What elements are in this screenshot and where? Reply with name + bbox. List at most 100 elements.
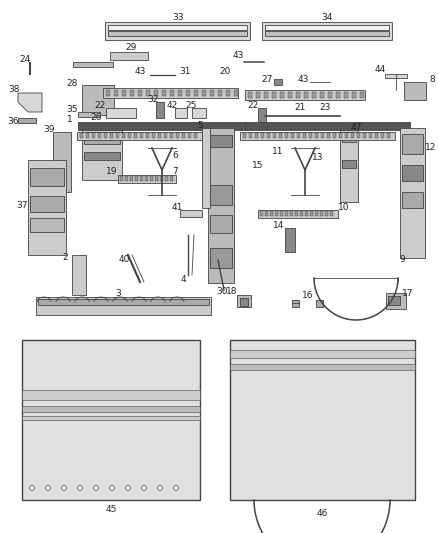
Bar xyxy=(22,340,200,500)
Text: 6: 6 xyxy=(172,150,178,159)
Bar xyxy=(22,340,200,500)
Text: 42: 42 xyxy=(166,101,178,109)
Bar xyxy=(375,133,378,138)
Bar xyxy=(86,133,89,138)
Bar xyxy=(165,176,168,181)
Bar xyxy=(182,133,185,138)
Bar xyxy=(130,176,133,181)
Text: 39: 39 xyxy=(43,125,55,133)
Circle shape xyxy=(173,486,179,490)
Bar xyxy=(202,128,210,208)
Bar xyxy=(110,52,148,60)
Circle shape xyxy=(158,486,162,490)
Bar xyxy=(285,228,295,252)
Bar xyxy=(274,79,282,85)
Bar xyxy=(114,90,118,96)
Bar xyxy=(125,176,128,181)
Text: 22: 22 xyxy=(247,101,258,109)
Bar xyxy=(53,132,71,192)
Bar xyxy=(106,108,136,118)
Bar xyxy=(345,133,348,138)
Bar xyxy=(30,168,64,186)
Text: 46: 46 xyxy=(316,510,328,519)
Bar xyxy=(150,176,153,181)
Bar xyxy=(265,31,389,36)
Bar xyxy=(363,133,366,138)
Bar xyxy=(186,90,190,96)
Text: 26: 26 xyxy=(90,114,102,123)
Bar xyxy=(226,90,230,96)
Bar xyxy=(258,210,338,218)
Text: 44: 44 xyxy=(374,66,385,75)
Bar xyxy=(128,133,131,138)
Text: 4: 4 xyxy=(180,276,186,285)
Bar xyxy=(234,90,238,96)
Bar xyxy=(158,133,161,138)
Bar xyxy=(339,133,342,138)
Bar xyxy=(152,133,155,138)
Bar xyxy=(351,133,354,138)
Bar xyxy=(245,90,365,100)
Bar xyxy=(402,192,423,208)
Bar xyxy=(321,133,324,138)
Text: 19: 19 xyxy=(106,167,118,176)
Bar xyxy=(273,133,276,138)
Bar xyxy=(135,176,138,181)
Bar xyxy=(22,406,200,412)
Bar xyxy=(264,92,268,98)
Bar xyxy=(108,25,247,30)
Text: 15: 15 xyxy=(252,160,264,169)
Text: 9: 9 xyxy=(399,255,405,264)
Bar xyxy=(122,133,125,138)
Bar xyxy=(344,92,348,98)
Text: 11: 11 xyxy=(272,148,284,157)
Bar xyxy=(292,300,299,307)
Bar xyxy=(28,160,66,255)
Text: 27: 27 xyxy=(261,76,273,85)
Bar xyxy=(145,176,148,181)
Text: 17: 17 xyxy=(402,288,414,297)
Bar xyxy=(82,130,122,180)
Bar xyxy=(218,90,222,96)
Bar xyxy=(156,102,164,118)
Bar xyxy=(122,90,126,96)
Bar xyxy=(360,92,364,98)
Bar xyxy=(38,299,209,305)
Circle shape xyxy=(46,486,50,490)
Bar xyxy=(118,175,176,183)
Bar xyxy=(116,133,119,138)
Text: 18: 18 xyxy=(226,287,238,296)
Text: 8: 8 xyxy=(429,76,435,85)
Bar xyxy=(267,133,270,138)
Bar xyxy=(194,90,198,96)
Bar xyxy=(30,218,64,232)
Bar xyxy=(134,133,137,138)
Text: 3: 3 xyxy=(115,288,121,297)
Bar xyxy=(210,215,232,233)
Bar xyxy=(342,132,356,142)
Bar xyxy=(388,296,400,305)
Bar xyxy=(73,62,113,67)
Bar xyxy=(82,85,114,115)
Bar xyxy=(303,133,306,138)
Bar xyxy=(105,22,250,40)
Text: 7: 7 xyxy=(172,167,178,176)
Circle shape xyxy=(126,486,131,490)
Bar xyxy=(84,152,120,160)
Polygon shape xyxy=(18,93,42,112)
Bar xyxy=(386,293,406,309)
Text: 43: 43 xyxy=(232,52,244,61)
Bar xyxy=(256,92,260,98)
Text: 41: 41 xyxy=(171,203,183,212)
Bar xyxy=(295,211,298,216)
Bar xyxy=(330,211,333,216)
Text: 28: 28 xyxy=(66,78,78,87)
Bar xyxy=(402,165,423,181)
Bar xyxy=(320,92,324,98)
Bar xyxy=(210,135,232,147)
Bar xyxy=(240,132,395,140)
Bar xyxy=(261,133,264,138)
Text: 37: 37 xyxy=(16,200,28,209)
Bar xyxy=(170,176,173,181)
Text: 10: 10 xyxy=(338,203,350,212)
